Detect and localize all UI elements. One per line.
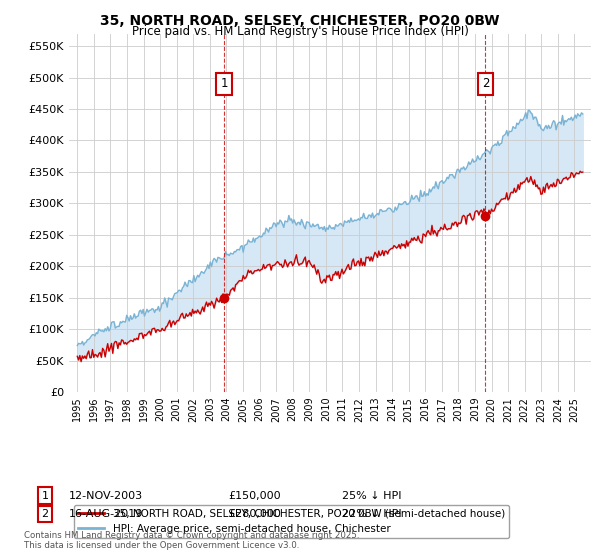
Text: 2: 2 bbox=[482, 77, 489, 90]
Text: 35, NORTH ROAD, SELSEY, CHICHESTER, PO20 0BW: 35, NORTH ROAD, SELSEY, CHICHESTER, PO20… bbox=[100, 14, 500, 28]
Text: 12-NOV-2003: 12-NOV-2003 bbox=[69, 491, 143, 501]
Text: 1: 1 bbox=[41, 491, 49, 501]
Text: Price paid vs. HM Land Registry's House Price Index (HPI): Price paid vs. HM Land Registry's House … bbox=[131, 25, 469, 38]
Text: £150,000: £150,000 bbox=[228, 491, 281, 501]
Text: 25% ↓ HPI: 25% ↓ HPI bbox=[342, 491, 401, 501]
Text: 2: 2 bbox=[41, 509, 49, 519]
Text: 16-AUG-2019: 16-AUG-2019 bbox=[69, 509, 143, 519]
Text: £280,000: £280,000 bbox=[228, 509, 281, 519]
Text: 22% ↓ HPI: 22% ↓ HPI bbox=[342, 509, 401, 519]
Text: 1: 1 bbox=[221, 77, 228, 90]
Text: Contains HM Land Registry data © Crown copyright and database right 2025.
This d: Contains HM Land Registry data © Crown c… bbox=[24, 530, 359, 550]
Legend: 35, NORTH ROAD, SELSEY, CHICHESTER, PO20 0BW (semi-detached house), HPI: Average: 35, NORTH ROAD, SELSEY, CHICHESTER, PO20… bbox=[74, 505, 509, 538]
